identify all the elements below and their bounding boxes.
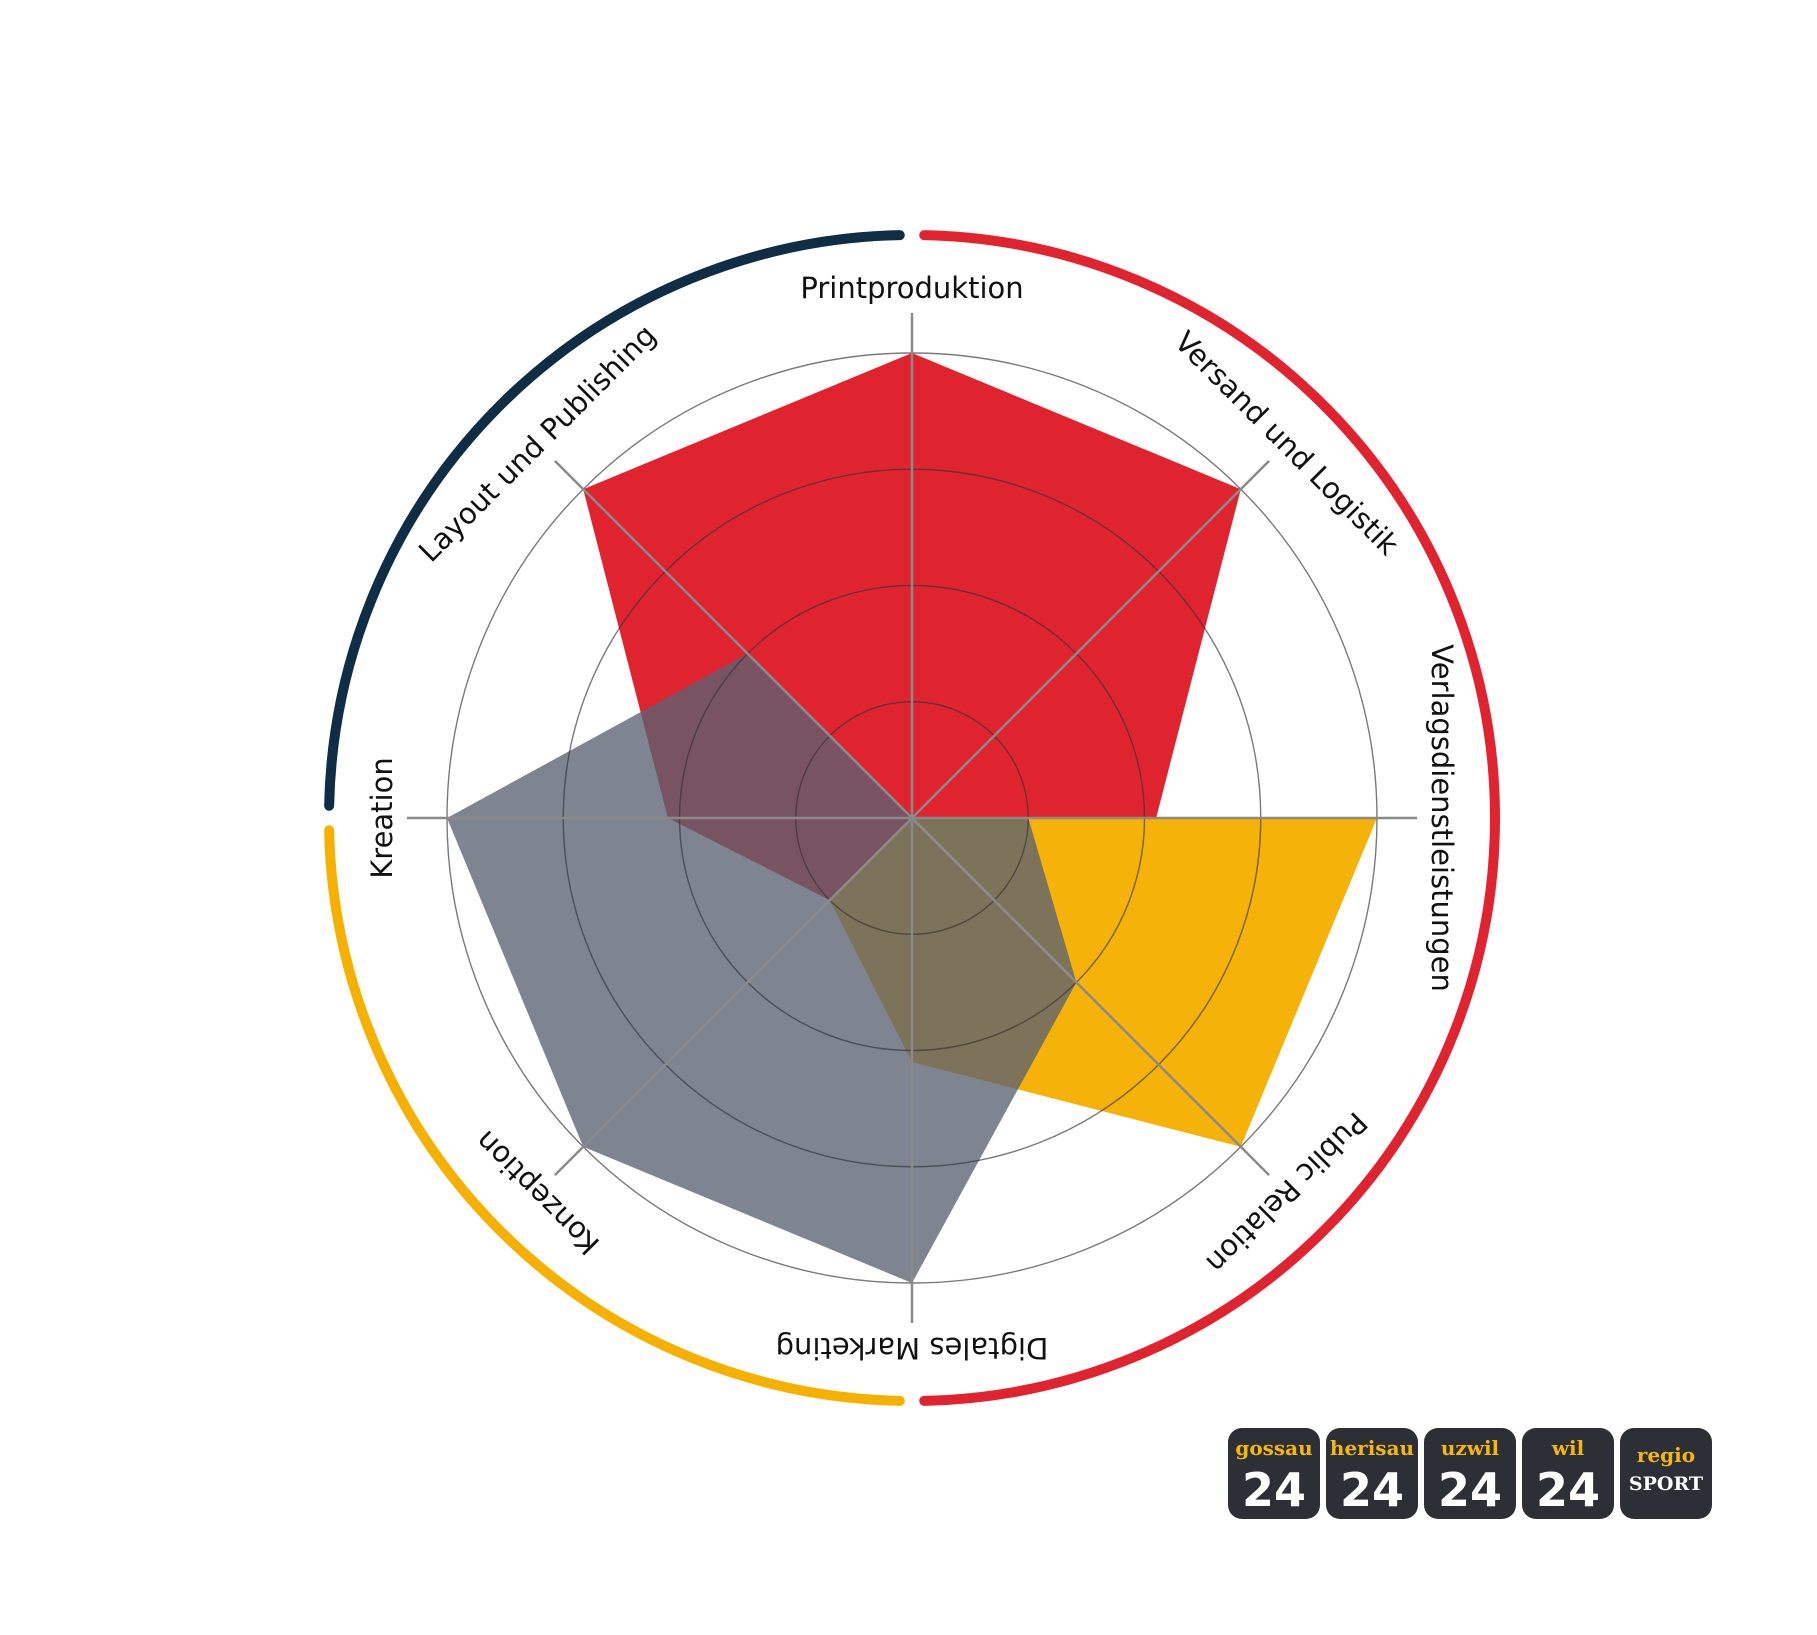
outer-category-arcs [324, 230, 1500, 1406]
badge-top-text: uzwil [1441, 1436, 1500, 1460]
badge-background [1522, 1428, 1614, 1519]
axis-label-1: Printproduktion [800, 271, 1023, 305]
badge-uzwil: uzwil 24 [1424, 1428, 1516, 1519]
outer-arc-3 [324, 230, 905, 811]
badge-top-text: wil [1551, 1436, 1585, 1460]
badge-background [1424, 1428, 1516, 1519]
axis-spoke-8 [554, 460, 913, 819]
outer-arc-1 [919, 230, 1500, 1406]
radar-grid [407, 313, 1417, 1323]
badge-herisau: herisau 24 [1326, 1428, 1418, 1519]
badge-bottom-text: 24 [1340, 1463, 1404, 1517]
axis-spoke-6 [554, 817, 913, 1176]
badge-background [1326, 1428, 1418, 1519]
badge-bottom-text: 24 [1536, 1463, 1600, 1517]
badge-top-text: herisau [1330, 1436, 1414, 1460]
badge-bottom-text: SPORT [1629, 1473, 1703, 1495]
badge-wil: wil 24 [1522, 1428, 1614, 1519]
badge-bottom-text: 24 [1242, 1463, 1306, 1517]
axis-label-5: Digtales Marketing [776, 1331, 1049, 1365]
badge-top-text: gossau [1235, 1436, 1312, 1460]
axis-label-7: Kreation [365, 757, 399, 878]
badge-top-text: regio [1637, 1443, 1695, 1467]
badge-regio-sport: regio SPORT [1620, 1428, 1712, 1519]
axis-spoke-4 [911, 817, 1270, 1176]
badge-bottom-text: 24 [1438, 1463, 1502, 1517]
axis-label-3: Verlagsdienstleistungen [1425, 644, 1459, 992]
axis-spoke-2 [911, 460, 1270, 819]
outer-arc-2 [324, 825, 905, 1406]
badge-background [1228, 1428, 1320, 1519]
logo-badges: gossau 24 herisau 24 uzwil 24 wil 24 reg… [1228, 1428, 1712, 1519]
badge-gossau: gossau 24 [1228, 1428, 1320, 1519]
badge-background [1620, 1428, 1712, 1519]
